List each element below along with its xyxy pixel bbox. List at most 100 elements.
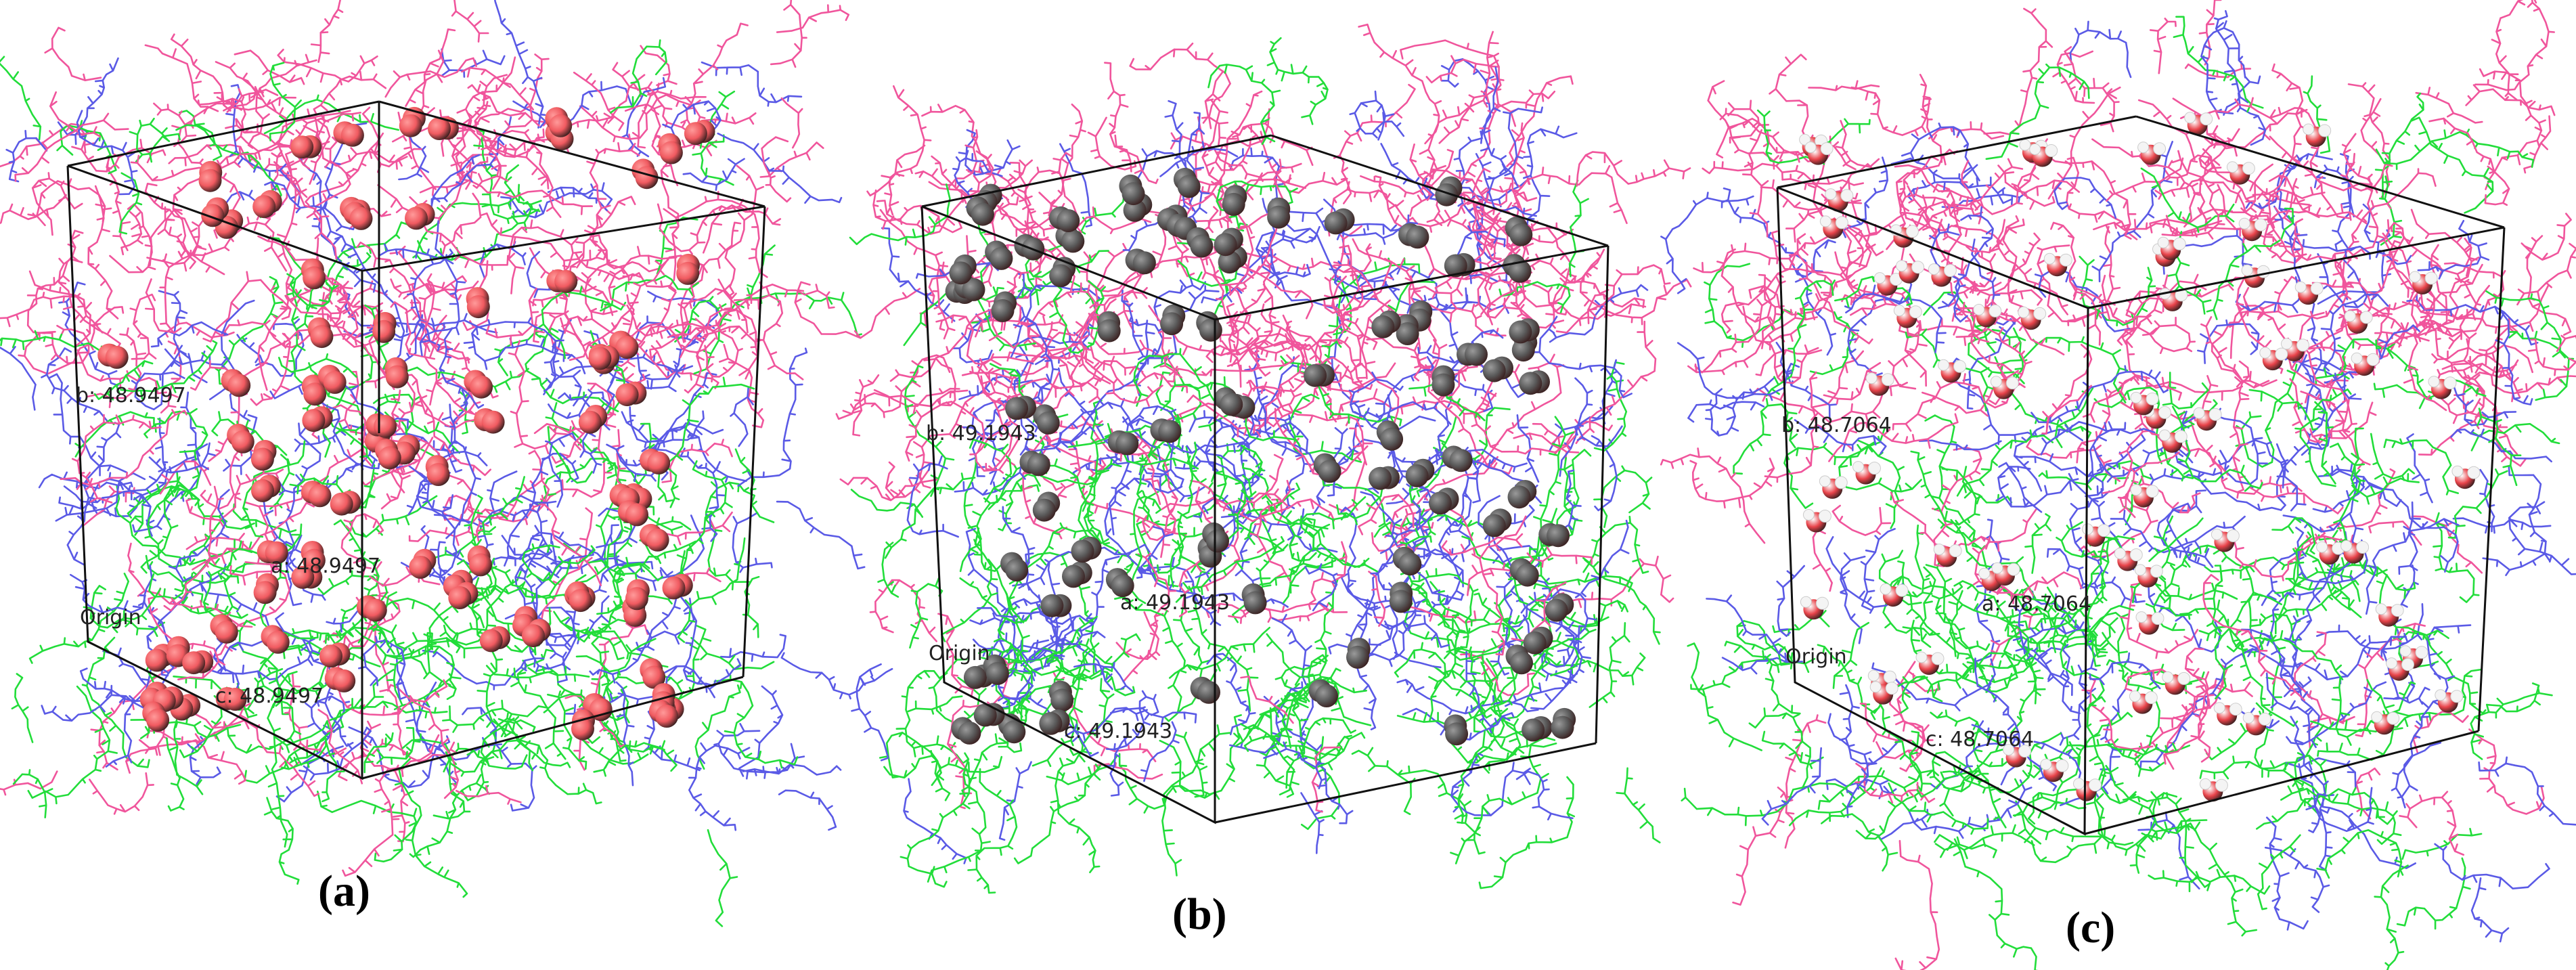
molecule-chain xyxy=(1533,315,1633,399)
molecule-chain xyxy=(849,183,951,246)
molecule-chain xyxy=(895,669,948,787)
penetrant-molecule xyxy=(1097,311,1121,343)
penetrant-molecule xyxy=(1308,679,1338,707)
molecule-chain xyxy=(310,0,344,63)
penetrant-molecule xyxy=(2259,347,2288,371)
penetrant-molecule xyxy=(1431,365,1455,397)
penetrant-molecule xyxy=(1241,583,1267,615)
molecule-chain xyxy=(746,281,835,309)
molecule-chain xyxy=(2173,16,2264,113)
molecule-chain xyxy=(2477,407,2522,486)
molecule-chain xyxy=(770,0,807,68)
molecule-chain xyxy=(71,139,166,173)
molecule-chain xyxy=(2105,765,2156,874)
cell-length-b-label: b: 48.7064 xyxy=(1781,414,1892,437)
penetrant-molecule xyxy=(1896,260,1925,284)
molecule-chain xyxy=(1212,158,1302,294)
molecule-chain xyxy=(26,229,84,334)
molecule-chain xyxy=(2140,167,2235,233)
molecule-chain xyxy=(112,588,162,634)
molecule-chain xyxy=(849,354,951,418)
molecule-chain xyxy=(451,56,516,185)
penetrant-molecule xyxy=(1062,561,1092,588)
penetrant-molecule xyxy=(464,370,493,399)
molecule-chain xyxy=(1533,416,1574,561)
molecule-chain xyxy=(1242,462,1329,534)
molecule-chain xyxy=(1087,116,1137,171)
molecule-chain xyxy=(852,374,880,437)
molecule-chain xyxy=(1311,746,1341,813)
molecule-chain xyxy=(761,136,792,203)
molecule-chain xyxy=(1831,504,1892,536)
cell-length-a-label: a: 48.9497 xyxy=(271,554,380,578)
penetrant-molecule xyxy=(1173,167,1201,198)
molecule-chain xyxy=(1304,563,1338,612)
molecule-chain xyxy=(44,26,102,81)
penetrant-molecule xyxy=(319,642,351,668)
molecule-chain xyxy=(629,406,724,448)
molecule-chain xyxy=(903,778,967,864)
molecule-chain xyxy=(776,4,850,33)
penetrant-molecule xyxy=(1819,215,1848,239)
molecule-chain xyxy=(2028,788,2083,825)
molecule-chain xyxy=(190,216,288,272)
penetrant-molecule xyxy=(2351,352,2380,376)
penetrant-molecule xyxy=(1444,252,1475,278)
molecule-chain xyxy=(2290,776,2402,845)
penetrant-molecule xyxy=(1048,680,1074,712)
molecule-chain xyxy=(1850,86,1931,137)
molecule-chain xyxy=(1331,356,1366,469)
molecule-chain xyxy=(707,829,738,927)
penetrant-molecule xyxy=(1505,644,1533,675)
molecule-chain xyxy=(81,636,150,768)
molecule-chain xyxy=(157,208,225,275)
penetrant-molecule xyxy=(1398,223,1429,249)
molecule-chain xyxy=(1153,275,1207,322)
molecule-chain xyxy=(1168,627,1270,713)
molecule-chain xyxy=(431,315,470,364)
molecule-chain xyxy=(1104,62,1132,173)
molecule-chain xyxy=(120,211,143,256)
penetrant-molecule xyxy=(2137,141,2167,165)
penetrant-molecule xyxy=(1267,197,1291,229)
molecule-chain xyxy=(2038,644,2081,715)
molecule-chain xyxy=(2091,138,2201,228)
molecule-chain xyxy=(2177,821,2258,937)
penetrant-molecule xyxy=(474,408,505,434)
molecule-chain xyxy=(2271,517,2316,555)
molecule-chain xyxy=(138,736,246,785)
molecule-chain xyxy=(242,440,306,538)
molecule-chain xyxy=(1408,481,1436,548)
penetrant-molecule xyxy=(1105,568,1134,598)
penetrant-molecule xyxy=(1503,254,1532,283)
molecule-chain xyxy=(2119,451,2180,508)
molecule-chain xyxy=(2428,117,2510,206)
molecule-chain xyxy=(596,562,663,615)
molecule-chain xyxy=(1788,767,1882,826)
penetrant-molecule xyxy=(2211,529,2240,552)
molecule-chain xyxy=(14,112,129,182)
molecule-chain xyxy=(744,292,862,336)
molecule-chain xyxy=(2316,829,2403,879)
molecule-chain xyxy=(1748,707,1811,790)
molecule-chain xyxy=(2037,244,2095,323)
penetrant-molecule xyxy=(142,701,170,732)
molecule-chain xyxy=(794,281,921,339)
molecule-chain xyxy=(2050,221,2102,346)
molecule-chain xyxy=(1444,614,1505,665)
penetrant-molecule xyxy=(1928,263,1957,287)
penetrant-molecule xyxy=(1873,272,1903,296)
penetrant-molecule xyxy=(1804,141,1834,165)
molecule-chain xyxy=(285,151,338,260)
molecule-chain xyxy=(398,133,430,181)
molecule-chain xyxy=(1159,714,1242,795)
penetrant-molecule xyxy=(375,439,401,470)
molecule-chain xyxy=(2069,20,2132,79)
molecule-chain xyxy=(284,672,347,757)
penetrant-molecule xyxy=(343,202,373,230)
molecule-chain xyxy=(1333,83,1416,204)
cell-length-a-label: a: 49.1943 xyxy=(1120,591,1230,615)
penetrant-molecule xyxy=(1990,376,2019,399)
molecule-chain xyxy=(1832,621,1869,689)
molecule-chain xyxy=(776,500,866,570)
